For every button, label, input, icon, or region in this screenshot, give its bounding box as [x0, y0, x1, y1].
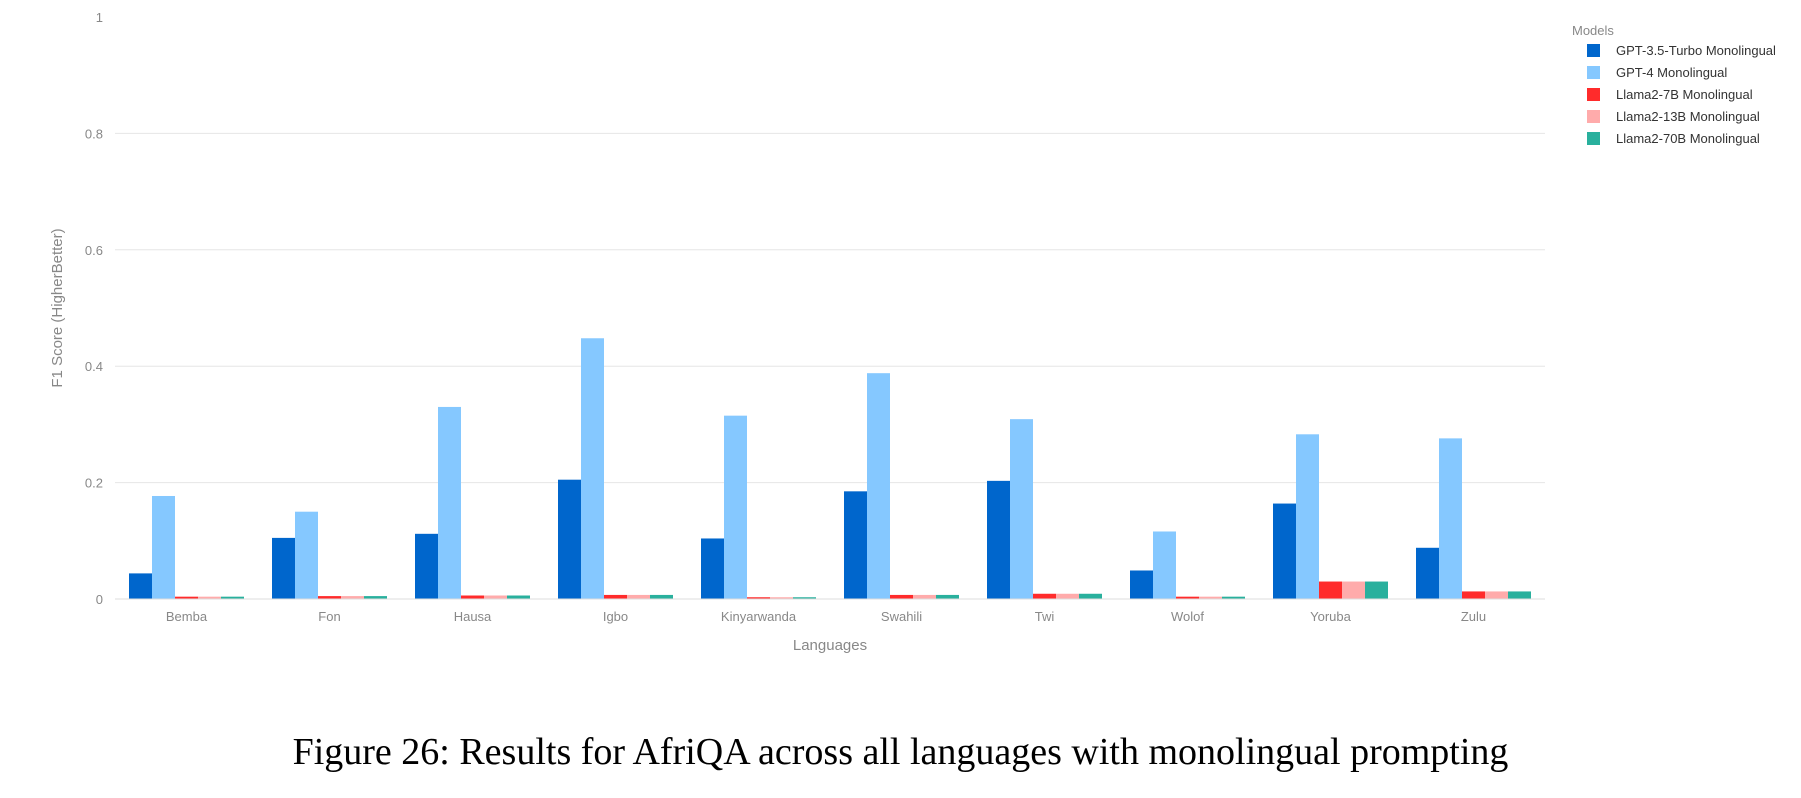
- bar: [1079, 593, 1102, 599]
- x-tick-label: Swahili: [881, 609, 922, 624]
- bar: [936, 594, 959, 599]
- bar: [604, 594, 627, 599]
- gridlines: [115, 132, 1545, 484]
- bar: [1130, 570, 1153, 599]
- x-tick-label: Fon: [318, 609, 340, 624]
- x-tick-label: Yoruba: [1310, 609, 1351, 624]
- legend-item-label: GPT-4 Monolingual: [1616, 65, 1727, 80]
- bar: [581, 338, 604, 599]
- chart: 0 0.2 0.4 0.6 0.8 1 Bemba Fon Hausa Igbo Kinyarwan…: [49, 10, 1776, 654]
- x-tick-label: Igbo: [603, 609, 628, 624]
- legend-swatch: [1587, 44, 1600, 57]
- bar: [461, 595, 484, 599]
- y-tick-label: 0.6: [85, 243, 103, 258]
- legend: Models GPT-3.5-Turbo Monolingual GPT-4 Mo…: [1572, 23, 1776, 146]
- bar: [341, 596, 364, 599]
- x-tick-label: Wolof: [1171, 609, 1204, 624]
- bar: [507, 595, 530, 599]
- x-tick-label: Zulu: [1461, 609, 1486, 624]
- bar: [295, 511, 318, 599]
- bar: [890, 594, 913, 599]
- bar: [1439, 438, 1462, 599]
- legend-item-label: Llama2-70B Monolingual: [1616, 131, 1760, 146]
- bar: [415, 533, 438, 599]
- y-tick-label: 1: [96, 10, 103, 25]
- bar: [867, 373, 890, 599]
- x-tick-label: Kinyarwanda: [721, 609, 797, 624]
- bar: [627, 594, 650, 599]
- bar: [1462, 591, 1485, 599]
- y-tick-label: 0.8: [85, 126, 103, 141]
- legend-swatch: [1587, 132, 1600, 145]
- bar: [1176, 596, 1199, 599]
- bar: [1342, 581, 1365, 599]
- legend-swatch: [1587, 110, 1600, 123]
- axes: 0 0.2 0.4 0.6 0.8 1 Bemba Fon Hausa Igbo Kinyarwan…: [85, 10, 1545, 624]
- bar: [793, 597, 816, 599]
- legend-title: Models: [1572, 23, 1614, 38]
- bar: [1508, 591, 1531, 599]
- bar: [701, 538, 724, 599]
- legend-item-label: Llama2-7B Monolingual: [1616, 87, 1753, 102]
- bar: [484, 595, 507, 599]
- bar: [650, 594, 673, 599]
- bar: [1033, 593, 1056, 599]
- bar: [198, 596, 221, 599]
- y-tick-label: 0: [96, 592, 103, 607]
- bar: [438, 406, 461, 599]
- bar: [1010, 419, 1033, 599]
- bar: [724, 415, 747, 599]
- bar: [1319, 581, 1342, 599]
- bar: [318, 596, 341, 599]
- bar: [1296, 434, 1319, 599]
- x-tick-label: Twi: [1035, 609, 1055, 624]
- bars: [129, 338, 1531, 599]
- legend-swatch: [1587, 66, 1600, 79]
- bar: [175, 596, 198, 599]
- bar: [1222, 596, 1245, 599]
- bar: [221, 596, 244, 599]
- y-tick-label: 0.4: [85, 359, 103, 374]
- bar: [1153, 531, 1176, 599]
- bar: [152, 495, 175, 599]
- bar: [364, 596, 387, 599]
- bar: [1365, 581, 1388, 599]
- bar: [770, 597, 793, 599]
- bar: [1056, 593, 1079, 599]
- bar: [913, 594, 936, 599]
- bar: [1416, 547, 1439, 599]
- bar: [1273, 503, 1296, 599]
- y-axis-title: F1 Score (HigherBetter): [49, 228, 66, 387]
- legend-item-label: GPT-3.5-Turbo Monolingual: [1616, 43, 1776, 58]
- bar: [558, 479, 581, 599]
- bar: [747, 597, 770, 599]
- bar: [1485, 591, 1508, 599]
- bar: [987, 480, 1010, 599]
- bar: [129, 573, 152, 599]
- x-tick-label: Bemba: [166, 609, 208, 624]
- y-tick-label: 0.2: [85, 476, 103, 491]
- figure-caption: Figure 26: Results for AfriQA across all…: [292, 731, 1509, 773]
- x-tick-label: Hausa: [454, 609, 492, 624]
- legend-swatch: [1587, 88, 1600, 101]
- legend-item-label: Llama2-13B Monolingual: [1616, 109, 1760, 124]
- bar: [1199, 596, 1222, 599]
- x-axis-title: Languages: [793, 637, 867, 654]
- bar: [272, 537, 295, 599]
- bar: [844, 491, 867, 599]
